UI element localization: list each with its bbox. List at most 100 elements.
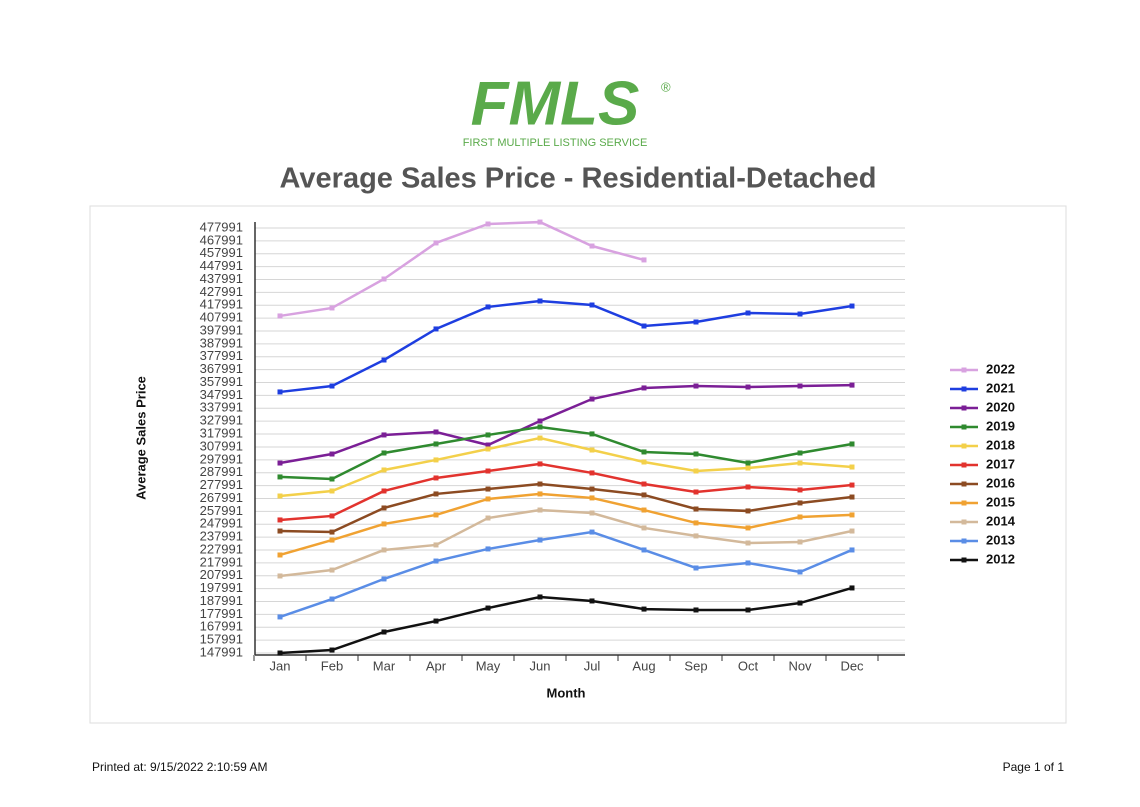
x-tick-label: Jan — [270, 658, 291, 673]
logo-tagline: FIRST MULTIPLE LISTING SERVICE — [463, 137, 648, 149]
point — [381, 576, 387, 582]
point — [433, 542, 439, 548]
point — [485, 221, 491, 227]
point — [589, 447, 595, 453]
point — [329, 513, 335, 519]
point — [849, 303, 855, 309]
series-line — [279, 530, 853, 619]
point — [589, 302, 595, 308]
point — [537, 418, 543, 424]
point — [641, 507, 647, 513]
point — [589, 243, 595, 249]
point — [485, 446, 491, 452]
legend-marker — [961, 405, 967, 411]
point — [849, 494, 855, 500]
point — [433, 558, 439, 564]
point — [797, 539, 803, 545]
x-axis-label: Month — [547, 685, 586, 700]
point — [849, 585, 855, 591]
point — [381, 521, 387, 527]
legend-label: 2022 — [986, 361, 1015, 376]
y-tick-label: 187991 — [200, 593, 243, 608]
point — [849, 464, 855, 470]
point — [537, 424, 543, 430]
point — [381, 488, 387, 494]
point — [797, 500, 803, 506]
point — [849, 441, 855, 447]
y-tick-label: 367991 — [200, 361, 243, 376]
point — [277, 573, 283, 579]
point — [641, 492, 647, 498]
point — [433, 512, 439, 518]
series-line — [279, 425, 853, 481]
y-tick-label: 217991 — [200, 554, 243, 569]
logo-mark: ® — [661, 79, 671, 94]
point — [693, 565, 699, 571]
y-tick-label: 297991 — [200, 451, 243, 466]
point — [745, 310, 751, 316]
point — [641, 459, 647, 465]
x-tick-label: Apr — [426, 658, 447, 673]
point — [277, 460, 283, 466]
series-line — [279, 482, 853, 534]
legend-label: 2016 — [986, 475, 1015, 490]
point — [485, 486, 491, 492]
y-tick-label: 157991 — [200, 632, 243, 647]
point — [537, 537, 543, 543]
x-tick-label: Jul — [584, 658, 601, 673]
point — [849, 382, 855, 388]
x-tick-label: Nov — [788, 658, 812, 673]
point — [381, 357, 387, 363]
point — [381, 450, 387, 456]
point — [589, 529, 595, 535]
point — [745, 484, 751, 490]
x-tick-label: Dec — [840, 658, 864, 673]
point — [693, 506, 699, 512]
y-tick-label: 417991 — [200, 297, 243, 312]
y-tick-label: 377991 — [200, 348, 243, 363]
legend-marker — [961, 519, 967, 525]
y-tick-label: 277991 — [200, 477, 243, 492]
legend-marker — [961, 462, 967, 468]
x-tick-label: Sep — [684, 658, 707, 673]
point — [745, 540, 751, 546]
point — [589, 396, 595, 402]
point — [641, 525, 647, 531]
y-tick-label: 407991 — [200, 310, 243, 325]
point — [745, 384, 751, 390]
x-tick-label: Aug — [632, 658, 655, 673]
y-tick-label: 387991 — [200, 335, 243, 350]
y-tick-label: 397991 — [200, 322, 243, 337]
y-tick-label: 467991 — [200, 232, 243, 247]
legend-marker — [961, 481, 967, 487]
legend-marker — [961, 500, 967, 506]
legend-marker — [961, 557, 967, 563]
legend-label: 2019 — [986, 418, 1015, 433]
y-tick-label: 477991 — [200, 219, 243, 234]
legend-label: 2013 — [986, 532, 1015, 547]
y-tick-label: 247991 — [200, 516, 243, 531]
point — [693, 520, 699, 526]
point — [485, 605, 491, 611]
point — [433, 326, 439, 332]
y-tick-label: 307991 — [200, 438, 243, 453]
y-tick-label: 327991 — [200, 413, 243, 428]
point — [537, 461, 543, 467]
point — [537, 481, 543, 487]
legend-label: 2020 — [986, 399, 1015, 414]
point — [433, 240, 439, 246]
point — [745, 560, 751, 566]
y-tick-label: 337991 — [200, 400, 243, 415]
series-line — [279, 383, 853, 465]
point — [693, 607, 699, 613]
point — [329, 596, 335, 602]
point — [797, 311, 803, 317]
y-tick-label: 227991 — [200, 541, 243, 556]
point — [433, 441, 439, 447]
y-axis-label: Average Sales Price — [133, 376, 148, 500]
y-tick-label: 197991 — [200, 580, 243, 595]
point — [849, 512, 855, 518]
point — [745, 508, 751, 514]
point — [433, 429, 439, 435]
